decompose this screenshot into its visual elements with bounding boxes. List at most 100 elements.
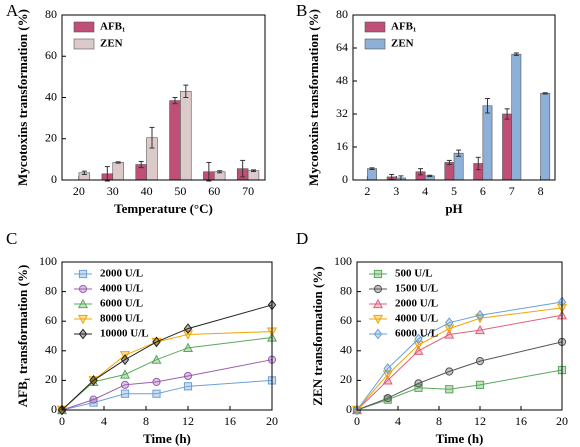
x-tick-label: 6: [480, 184, 486, 198]
plot-frame: [352, 14, 556, 181]
panel-label: B: [296, 1, 307, 20]
legend-label: 4000 U/L: [100, 283, 143, 295]
marker: [182, 330, 194, 340]
marker: [414, 333, 423, 345]
x-tick-label: 0: [59, 414, 65, 428]
legend-swatch: [73, 21, 95, 33]
marker: [89, 395, 98, 404]
marker: [445, 317, 454, 329]
y-tick-label: 60: [340, 313, 352, 327]
legend-label: 6000 U/L: [100, 298, 143, 310]
legend-swatch: [364, 21, 386, 33]
marker: [152, 336, 161, 348]
panel-label: D: [296, 229, 308, 248]
x-tick-label: 3: [393, 184, 399, 198]
legend-label: ZEN: [100, 38, 123, 50]
marker: [372, 298, 384, 309]
legend-label: 2000 U/L: [100, 268, 143, 280]
y-tick-label: 80: [340, 283, 352, 297]
line: [61, 336, 273, 411]
marker: [120, 389, 130, 398]
legend-label: 10000 U/L: [100, 328, 149, 340]
legend-label: 6000 U/L: [395, 328, 438, 340]
legend-label: 2000 U/L: [395, 298, 438, 310]
marker: [414, 383, 423, 392]
marker: [413, 345, 424, 355]
marker: [445, 367, 454, 376]
marker: [414, 379, 423, 388]
marker: [475, 380, 485, 389]
y-tick-label: 0: [346, 402, 352, 416]
y-axis-label: AFB₁ transformation (%): [15, 265, 30, 408]
y-tick-label: 100: [334, 254, 352, 268]
y-tick-label: 20: [45, 131, 57, 145]
marker: [152, 389, 161, 398]
line: [356, 341, 563, 411]
legend-label: 1500 U/L: [395, 283, 438, 295]
bar: [247, 170, 260, 181]
marker: [78, 328, 88, 340]
plot-frame: [61, 261, 273, 411]
marker: [89, 374, 98, 386]
line: [356, 314, 563, 411]
y-tick-label: 40: [340, 343, 352, 357]
x-tick-label: 20: [73, 184, 85, 198]
x-tick-label: 70: [242, 184, 254, 198]
x-tick-label: 8: [538, 184, 544, 198]
x-tick-label: 8: [143, 414, 149, 428]
y-tick-label: 0: [51, 402, 57, 416]
marker: [77, 314, 89, 325]
marker: [444, 329, 455, 339]
marker: [475, 309, 485, 321]
y-axis-label: Mycotoxins transformation (%): [306, 9, 321, 186]
marker: [152, 377, 161, 386]
x-axis-label: Time (h): [143, 431, 191, 446]
marker: [183, 323, 193, 335]
x-tick-label: 20: [556, 414, 568, 428]
line: [61, 304, 273, 411]
y-tick-label: 32: [336, 106, 348, 120]
marker: [78, 269, 88, 279]
x-tick-label: 0: [354, 414, 360, 428]
x-tick-label: 16: [224, 414, 236, 428]
marker: [372, 314, 384, 325]
y-tick-label: 80: [336, 7, 348, 21]
legend-label: 8000 U/L: [100, 313, 143, 325]
y-tick-label: 16: [336, 139, 348, 153]
x-tick-label: 4: [101, 414, 107, 428]
marker: [382, 370, 393, 380]
plot-frame: [356, 261, 563, 411]
marker: [444, 324, 455, 334]
bar: [169, 100, 181, 181]
bar: [444, 162, 455, 181]
marker: [382, 375, 393, 385]
bar: [112, 162, 124, 181]
marker: [383, 363, 392, 374]
y-tick-label: 40: [45, 89, 57, 103]
x-tick-label: 12: [182, 414, 194, 428]
marker: [89, 398, 98, 407]
legend-label: AFB₁: [100, 21, 125, 33]
bar: [367, 168, 377, 181]
marker: [120, 380, 130, 389]
x-tick-label: 5: [451, 184, 457, 198]
y-tick-label: 60: [45, 313, 57, 327]
marker: [373, 328, 383, 340]
bar: [482, 105, 493, 181]
y-tick-label: 0: [51, 172, 57, 186]
x-tick-label: 40: [141, 184, 153, 198]
legend-label: AFB₁: [391, 21, 416, 33]
plot-frame: [61, 14, 266, 181]
marker: [78, 284, 88, 294]
bar: [180, 91, 192, 181]
x-tick-label: 4: [422, 184, 428, 198]
bar: [502, 113, 513, 181]
y-tick-label: 64: [336, 40, 348, 54]
marker: [383, 394, 392, 403]
line: [61, 359, 273, 411]
